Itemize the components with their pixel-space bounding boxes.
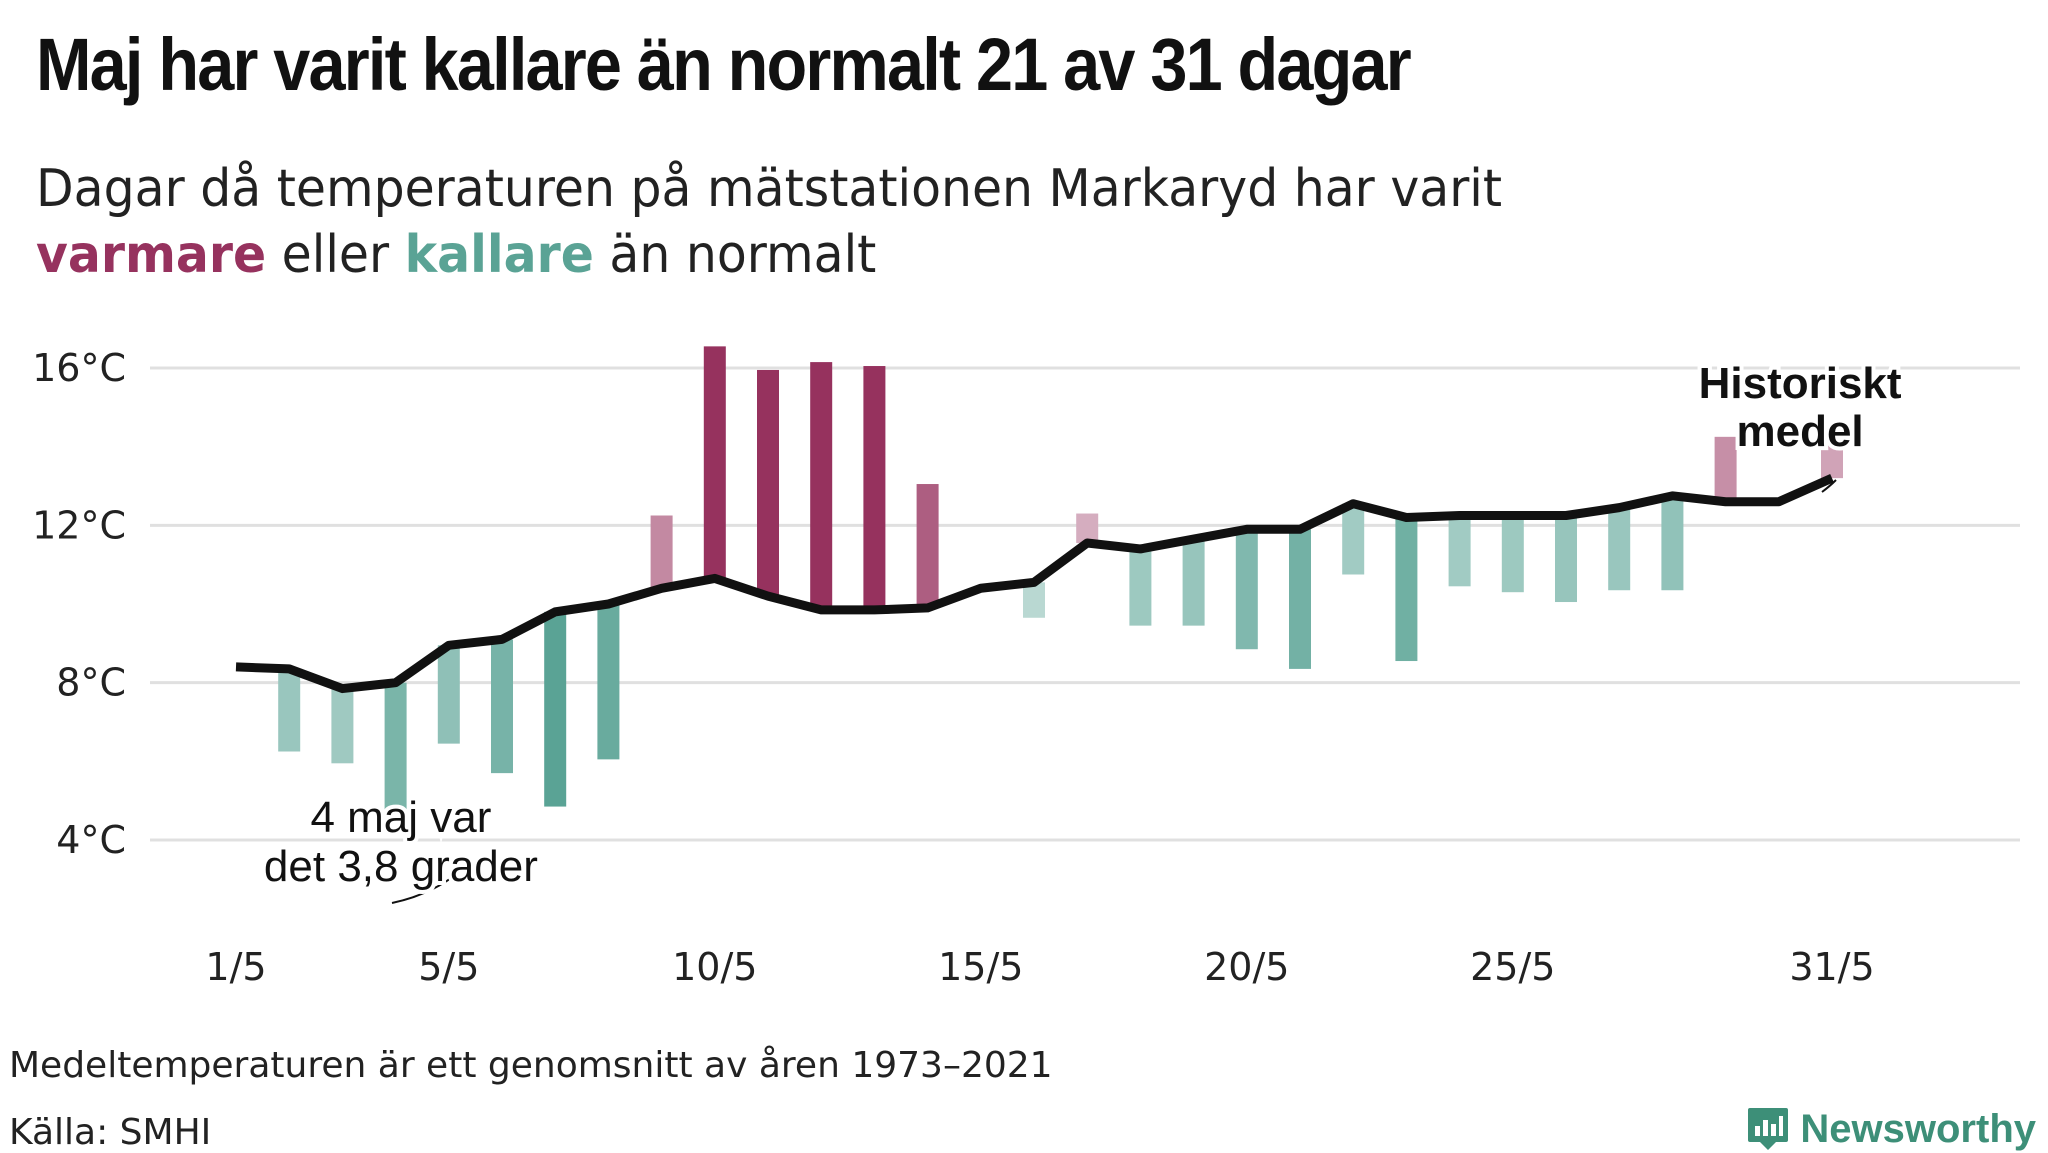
subtitle-middle: eller <box>266 225 405 285</box>
bar-day-7 <box>544 611 567 807</box>
legend-cold-label: kallare <box>404 225 594 285</box>
x-tick-label: 10/5 <box>672 945 757 989</box>
bar-day-28 <box>1661 495 1684 591</box>
annotation-normal-line-1: Historiskt <box>1699 359 1902 408</box>
chart-subtitle: Dagar då temperaturen på mätstationen Ma… <box>36 156 1502 288</box>
annotation-normal-line-2: medel <box>1736 407 1863 456</box>
bar-day-25 <box>1501 515 1524 593</box>
bar-day-13 <box>863 366 886 610</box>
bar-day-20 <box>1235 529 1258 650</box>
bar-day-12 <box>810 362 833 610</box>
x-tick-label: 25/5 <box>1470 945 1555 989</box>
bar-day-5 <box>437 645 460 744</box>
bar-day-19 <box>1182 539 1205 626</box>
x-tick-label: 31/5 <box>1789 945 1874 989</box>
x-tick-label: 5/5 <box>418 945 479 989</box>
y-axis-ticks: 4°C 8°C 12°C 16°C <box>32 346 126 862</box>
x-axis-ticks: 1/5 5/5 10/5 15/5 20/5 25/5 31/5 <box>205 945 1874 989</box>
bar-day-21 <box>1289 529 1311 669</box>
annotation-cold-day-line-2: det 3,8 grader <box>264 842 538 891</box>
y-tick-label: 12°C <box>32 503 126 547</box>
newsworthy-logo-icon <box>1748 1108 1789 1150</box>
annotations: 4 maj var det 3,8 grader Historiskt mede… <box>260 355 1906 904</box>
y-tick-label: 8°C <box>56 661 126 705</box>
x-tick-label: 1/5 <box>205 945 266 989</box>
bar-day-22 <box>1342 503 1365 575</box>
chart-title: Maj har varit kallare än normalt 21 av 3… <box>36 23 1412 106</box>
legend-warm-label: varmare <box>36 225 267 285</box>
bar-day-31 <box>1821 436 1843 479</box>
annotation-arrow-normal <box>1821 479 1837 493</box>
bar-day-2 <box>278 668 301 752</box>
brand-logo: Newsworthy <box>1746 1106 2036 1152</box>
source-label: Källa: SMHI <box>9 1112 212 1153</box>
bar-day-17 <box>1076 513 1099 544</box>
brand-name: Newsworthy <box>1800 1106 2036 1151</box>
x-tick-label: 20/5 <box>1204 945 1289 989</box>
normal-line-group <box>235 474 1834 694</box>
bar-day-14 <box>916 484 939 608</box>
bar-day-26 <box>1555 515 1577 603</box>
bar-day-27 <box>1608 507 1631 591</box>
bar-day-16 <box>1023 582 1045 618</box>
normal-line <box>235 474 1834 694</box>
bar-day-11 <box>757 369 779 597</box>
y-tick-label: 4°C <box>56 818 126 862</box>
x-tick-label: 15/5 <box>938 945 1023 989</box>
footnote: Medeltemperaturen är ett genomsnitt av å… <box>9 1045 1053 1086</box>
bar-day-10 <box>703 346 726 579</box>
bar-day-24 <box>1448 515 1471 587</box>
temperature-bars <box>278 346 1843 813</box>
bar-day-9 <box>650 515 673 589</box>
bar-day-23 <box>1395 517 1418 662</box>
annotation-cold-day-line-1: 4 maj var <box>310 793 491 842</box>
subtitle-end: än normalt <box>593 225 877 285</box>
y-tick-label: 16°C <box>32 346 126 390</box>
bar-day-29 <box>1714 436 1737 502</box>
bar-day-8 <box>597 604 620 760</box>
subtitle-line-1: Dagar då temperaturen på mätstationen Ma… <box>36 159 1503 219</box>
bar-day-18 <box>1129 548 1152 626</box>
subtitle-line-2: varmare eller kallare än normalt <box>36 222 1502 288</box>
bar-day-3 <box>331 688 354 764</box>
bar-day-4 <box>384 682 407 813</box>
annotation-arrow-cold <box>391 872 459 904</box>
bar-day-6 <box>491 639 513 774</box>
